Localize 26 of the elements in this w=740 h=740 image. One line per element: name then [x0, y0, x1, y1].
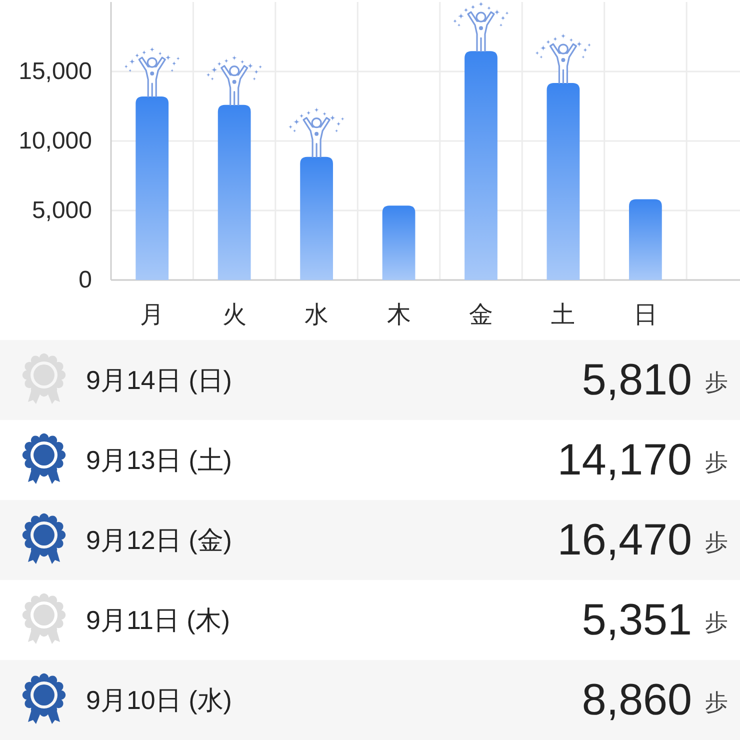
text: 歩 [705, 449, 728, 475]
text: 16,470 [557, 516, 692, 564]
x-tick-label: 木 [386, 302, 411, 328]
y-tick-label: 5,000 [32, 197, 92, 224]
category-label: 9月10日 (水) [86, 685, 232, 715]
x-tick-label: 土 [551, 302, 576, 328]
category-label: 9月14日 (日) [86, 365, 232, 395]
x-tick-label: 日 [633, 302, 658, 328]
text: 歩 [705, 609, 728, 635]
text: 5,351 [582, 596, 692, 644]
text: 歩 [705, 689, 728, 715]
text: 14,170 [557, 436, 692, 484]
x-tick-label: 火 [222, 302, 246, 328]
text: 8,860 [582, 676, 692, 724]
text: 歩 [705, 369, 728, 395]
y-tick-label: 15,000 [18, 58, 92, 85]
category-label: 9月13日 (土) [86, 445, 232, 475]
y-tick-label: 0 [78, 266, 92, 294]
x-tick-label: 水 [304, 302, 329, 328]
category-label: 9月11日 (木) [86, 605, 230, 635]
x-tick-label: 金 [469, 302, 493, 328]
category-label: 9月12日 (金) [86, 525, 232, 555]
text: 5,810 [582, 356, 692, 404]
y-tick-label: 10,000 [18, 128, 92, 154]
x-tick-label: 月 [140, 302, 164, 328]
text: 歩 [705, 529, 728, 555]
